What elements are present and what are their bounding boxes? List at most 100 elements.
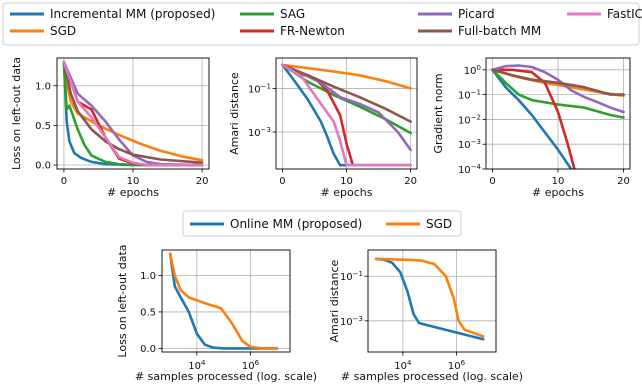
legend-bottom-label-0: Online MM (proposed) (230, 217, 362, 231)
chart-3-xtick-label-1-base: 10 (242, 361, 255, 372)
legend-label-5: Full-batch MM (458, 24, 541, 38)
chart-1-xtick-label-1: 10 (340, 176, 353, 187)
chart-1-ytick-label-0-exponent: −1 (261, 82, 271, 90)
chart-4-xlabel: # samples processed (log. scale) (341, 370, 523, 383)
chart-1-series-line-6 (281, 63, 412, 167)
chart-0-ytick-label-0: 0.0 (35, 161, 51, 172)
chart-2-ytick-label-4-base: 10 (458, 165, 471, 176)
chart-3-xtick-label-1-exponent: 6 (255, 359, 260, 367)
chart-3-ytick-label-2: 1.0 (140, 271, 156, 282)
chart-4-xtick-label-0-exponent: 4 (407, 359, 412, 367)
chart-4-ytick-label-0-base: 10 (340, 272, 353, 283)
chart-3-axes-frame (161, 249, 291, 353)
chart-4-ytick-label-0: 10−1 (340, 270, 363, 283)
chart-1-ytick-label-0-base: 10 (248, 84, 261, 95)
chart-2-series (491, 64, 625, 169)
chart-0-series-line-5 (62, 60, 204, 164)
legend-label-2: SAG (280, 7, 305, 21)
chart-3-series-line-0 (168, 252, 279, 350)
chart-1-ytick-label-1-base: 10 (248, 128, 261, 139)
chart-2-series-line-5 (491, 68, 625, 96)
chart-0-ytick-label-2: 1.0 (35, 81, 51, 92)
chart-4-ytick-label-1-exponent: −3 (353, 315, 363, 323)
chart-3-ytick-label-1: 0.5 (140, 307, 156, 318)
chart-0-ylabel: Loss on left-out data (10, 57, 23, 170)
chart-0-series-line-2 (62, 60, 204, 167)
chart-3-series-line-1 (168, 252, 279, 350)
chart-0-series-line-6 (62, 60, 204, 167)
chart-2-ytick-label-1: 10−1 (458, 89, 481, 102)
chart-1-ytick-label-0: 10−1 (248, 82, 271, 95)
chart-2-ytick-label-0-base: 10 (464, 66, 477, 77)
legend-label-4: Picard (458, 7, 495, 21)
chart-3-grid (162, 250, 290, 352)
chart-1-ylabel: Amari distance (228, 72, 241, 155)
chart-3-xtick-label-0-exponent: 4 (201, 359, 206, 367)
chart-2-ytick-label-4-exponent: −4 (471, 163, 482, 171)
chart-4-ylabel: Amari distance (328, 259, 341, 342)
chart-0-ytick-label-1: 0.5 (35, 121, 51, 132)
chart-3-ylabel: Loss on left-out data (116, 244, 129, 357)
chart-2-ytick-label-1-exponent: −1 (471, 89, 481, 97)
chart-2-xlabel: # epochs (532, 186, 584, 199)
chart-4-grid (368, 250, 496, 352)
chart-4-ytick-label-0-exponent: −1 (353, 270, 363, 278)
chart-0-xlabel: # epochs (107, 186, 159, 199)
chart-4-series-line-1 (374, 257, 485, 338)
chart-0-xtick-label-1: 10 (127, 176, 140, 187)
chart-2-series-line-4 (491, 64, 625, 114)
chart-3-xtick-label-0: 104 (188, 359, 206, 372)
chart-1-series (281, 63, 412, 167)
chart-1-ytick-label-1-exponent: −3 (261, 126, 271, 134)
chart-2-ytick-label-2-exponent: −2 (471, 113, 481, 121)
legend-top: Incremental MM (proposed) SGD SAG FR-Newton… (2, 2, 642, 46)
legend-label-3: FR-Newton (280, 24, 345, 38)
chart-1-xtick-label-0: 0 (279, 176, 285, 187)
legend-label-1: SGD (50, 24, 76, 38)
chart-4-xtick-label-0: 104 (394, 359, 412, 372)
chart-2-ytick-label-4: 10−4 (458, 163, 482, 176)
chart-1-series-line-5 (281, 63, 412, 123)
chart-2-ytick-label-0: 100 (464, 64, 481, 77)
chart-3-series (168, 252, 279, 350)
chart-2-ytick-label-2: 10−2 (458, 113, 481, 126)
chart-2-series-line-2 (491, 68, 625, 119)
chart-2-ytick-label-1-base: 10 (458, 91, 471, 102)
legend-bottom: Online MM (proposed) SGD (182, 210, 462, 237)
chart-3-xtick-label-1: 106 (242, 359, 260, 372)
chart-2-ylabel: Gradient norm (432, 73, 445, 153)
chart-2-series-line-0 (491, 68, 573, 169)
chart-1-ytick-label-1: 10−3 (248, 126, 271, 139)
chart-1-xlabel: # epochs (321, 186, 373, 199)
chart-4-axes-frame (367, 249, 497, 353)
legend-bottom-label-1: SGD (426, 217, 452, 231)
chart-4-ytick-label-1: 10−3 (340, 315, 363, 328)
chart-4-series-line-0 (374, 257, 485, 341)
chart-2-series-line-3 (491, 68, 576, 169)
chart-2-xtick-label-0: 0 (489, 176, 495, 187)
chart-0-series-line-4 (62, 60, 204, 167)
chart-4-ytick-label-1-base: 10 (340, 317, 353, 328)
legend-label-0: Incremental MM (proposed) (50, 7, 215, 21)
chart-4-series (374, 257, 485, 341)
chart-0-series (62, 60, 204, 167)
chart-3-xlabel: # samples processed (log. scale) (135, 370, 317, 383)
chart-0-xtick-label-0: 0 (61, 176, 67, 187)
chart-1-series-line-1 (281, 63, 412, 90)
chart-3-xtick-label-0-base: 10 (188, 361, 201, 372)
legend-top-frame (2, 2, 640, 46)
chart-1-xtick-label-2: 20 (404, 176, 417, 187)
chart-4-xtick-label-1: 106 (448, 359, 466, 372)
chart-3-ytick-label-0: 0.0 (140, 344, 156, 355)
chart-4-xtick-label-1-exponent: 6 (461, 359, 466, 367)
chart-2-xtick-label-2: 20 (617, 176, 630, 187)
legend-label-6: FastICA (607, 7, 642, 21)
chart-4-xtick-label-0-base: 10 (394, 361, 407, 372)
chart-2-ytick-label-3-exponent: −3 (471, 138, 481, 146)
legend-bottom-frame (182, 210, 462, 237)
